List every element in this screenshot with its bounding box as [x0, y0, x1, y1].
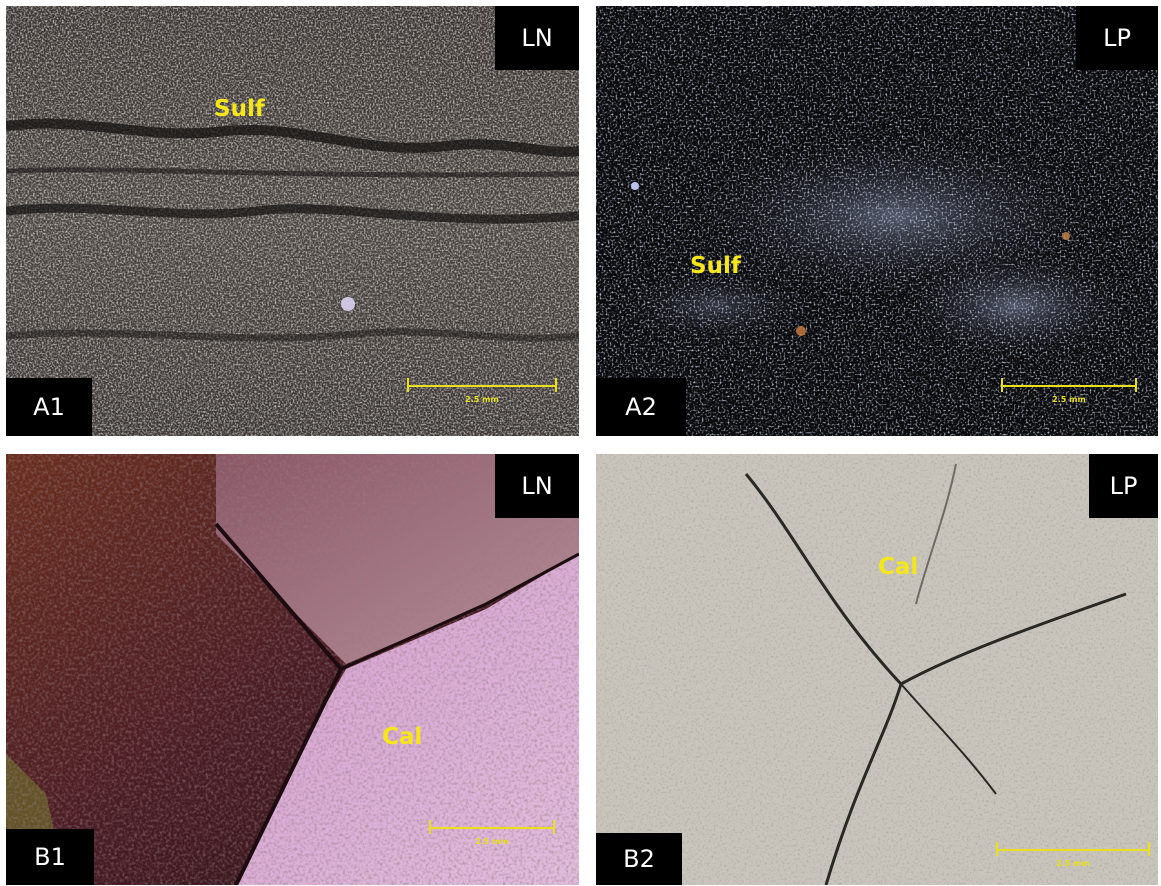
scale-bar: 2.5 mm [429, 819, 555, 849]
micrograph-b1-image [6, 454, 579, 885]
scale-label: 2.5 mm [1052, 395, 1086, 404]
scale-bar: 2.5 mm [996, 841, 1150, 871]
light-mode-label: LP [1089, 454, 1158, 518]
mineral-label: Cal [878, 554, 919, 580]
scale-tick-left [1001, 378, 1003, 392]
scale-line [429, 827, 555, 829]
scale-label: 2.5 mm [475, 837, 509, 846]
scale-tick-right [553, 820, 555, 834]
micrograph-b1: LN Cal 2.5 mm B1 [6, 454, 579, 885]
micrograph-a2-image [596, 6, 1158, 436]
scale-label: 2.5 mm [465, 395, 499, 404]
mineral-label: Sulf [214, 96, 265, 122]
scale-label: 2.5 mm [1056, 859, 1090, 868]
micrograph-b2-image [596, 454, 1158, 885]
light-mode-label: LN [495, 454, 579, 518]
scale-bar: 2.5 mm [1001, 377, 1137, 407]
scale-tick-left [407, 378, 409, 392]
panel-id-label: A2 [596, 378, 686, 436]
scale-bar: 2.5 mm [407, 377, 557, 407]
scale-line [1001, 385, 1137, 387]
scale-tick-left [996, 842, 998, 856]
light-mode-label: LP [1076, 6, 1158, 70]
scale-tick-right [1148, 842, 1150, 856]
scale-tick-right [555, 378, 557, 392]
panel-id-label: B1 [6, 829, 94, 885]
mineral-label: Cal [382, 724, 423, 750]
light-mode-label: LN [495, 6, 579, 70]
micrograph-b2: LP Cal 2.5 mm B2 [596, 454, 1158, 885]
scale-tick-left [429, 820, 431, 834]
panel-id-label: A1 [6, 378, 92, 436]
scale-tick-right [1135, 378, 1137, 392]
micrograph-a2: LP Sulf 2.5 mm A2 [596, 6, 1158, 436]
panel-id-label: B2 [596, 833, 682, 885]
micrograph-a1: LN Sulf 2.5 mm A1 [6, 6, 579, 436]
mineral-label: Sulf [690, 253, 741, 279]
micrograph-a1-image [6, 6, 579, 436]
scale-line [996, 849, 1150, 851]
scale-line [407, 385, 557, 387]
